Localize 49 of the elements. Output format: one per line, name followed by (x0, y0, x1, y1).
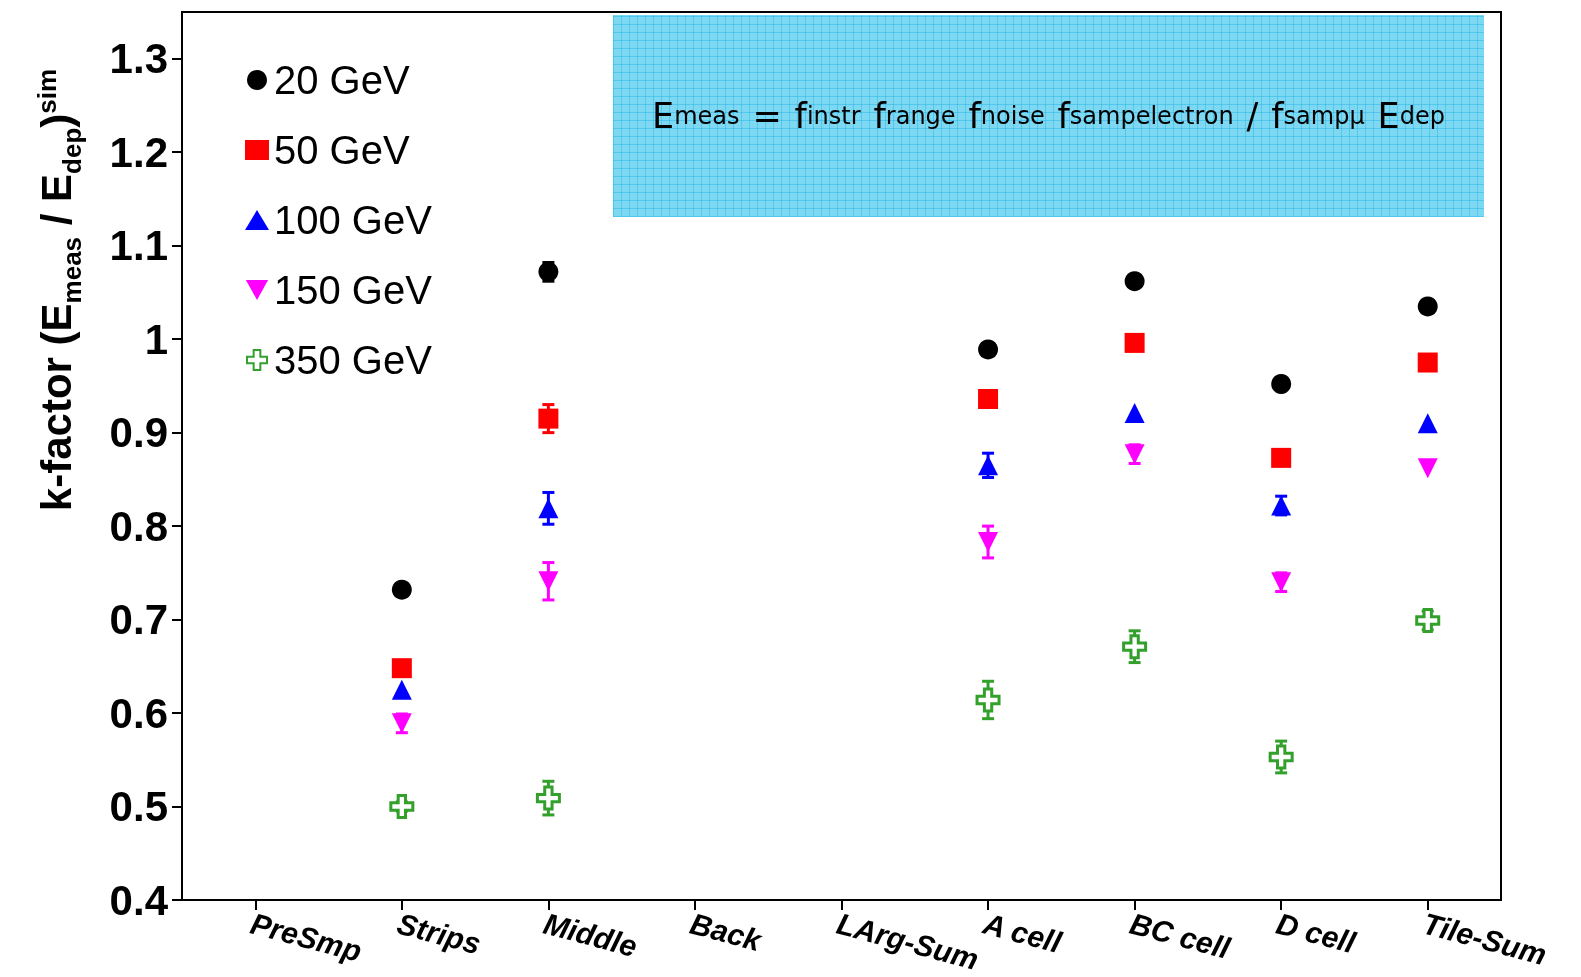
y-tick-label: 0.7 (109, 596, 168, 644)
point (1268, 744, 1294, 770)
y-tick-label: 1 (144, 315, 168, 363)
point (978, 388, 999, 409)
point (1124, 444, 1145, 465)
point (978, 532, 999, 552)
legend-label: 350 GeV (274, 338, 433, 382)
point (1124, 271, 1145, 292)
x-tick-label: D cell (1273, 906, 1360, 960)
y-tick-label: 1.2 (109, 128, 168, 176)
point (535, 785, 561, 811)
point (391, 679, 412, 700)
legend-label: 150 GeV (274, 268, 433, 312)
point (1415, 608, 1441, 634)
point (1271, 447, 1292, 468)
y-tick-label: 1.3 (109, 35, 168, 83)
point (1124, 403, 1145, 423)
point (391, 579, 412, 600)
point (1271, 374, 1292, 395)
point (978, 339, 999, 360)
x-tick-label: Middle (540, 906, 641, 964)
point (1122, 634, 1148, 660)
legend-label: 20 GeV (274, 58, 410, 102)
point (1124, 332, 1145, 353)
y-tick-label: 1.1 (109, 222, 168, 270)
point (1417, 458, 1438, 479)
y-tick-label: 0.4 (109, 876, 169, 924)
x-tick-label: PreSmp (247, 906, 366, 968)
legend-label: 50 GeV (274, 128, 410, 172)
point (1417, 413, 1438, 434)
point (1271, 572, 1292, 593)
point (538, 498, 559, 519)
y-tick-label: 0.8 (109, 502, 168, 550)
point (391, 658, 412, 679)
point (1417, 296, 1438, 317)
y-tick-label: 0.6 (109, 689, 168, 737)
x-tick-label: Strips (393, 906, 485, 961)
legend-label: 100 GeV (274, 198, 433, 242)
point (1417, 352, 1438, 373)
point (975, 687, 1001, 713)
x-tick-label: Back (686, 906, 766, 958)
point (389, 794, 415, 820)
point (538, 408, 559, 429)
y-tick-label: 0.9 (109, 409, 168, 457)
x-tick-label: A cell (978, 906, 1066, 960)
x-tick-label: BC cell (1126, 906, 1234, 965)
point (538, 571, 559, 592)
y-tick-label: 0.5 (109, 783, 168, 831)
point (978, 455, 999, 476)
